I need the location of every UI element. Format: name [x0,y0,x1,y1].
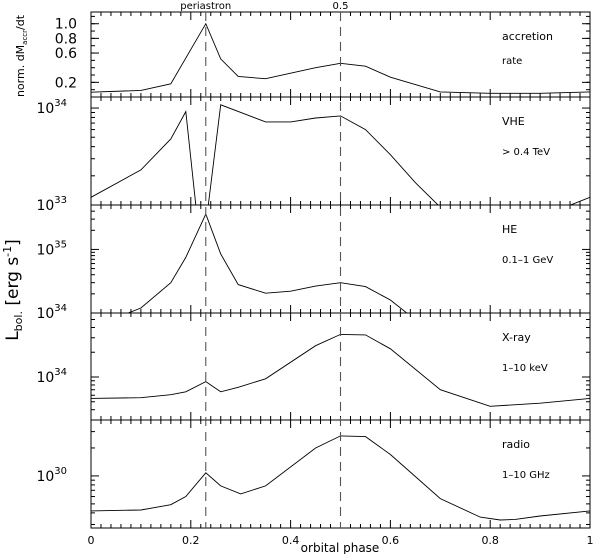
series-line-he [127,212,408,313]
y-tick-label: 1030 [36,466,67,485]
y-tick-label: 1033 [36,195,67,214]
x-tick-label: 1 [587,534,593,547]
panel-accretion: 0.2 0.60.81.0 accretion rate [55,11,591,98]
x-tick-label: 0 [88,534,95,547]
panels-layer: 0.2 0.60.81.0 accretion rate 1033 1034 VHE > 0.… [14,11,591,529]
panel-label: radio [502,438,530,451]
x-axis-layer: 0 0.2 0.4 0.6 0.8 1 [88,534,593,547]
panel-label: VHE [502,115,525,128]
panel-frame [90,11,591,98]
x-axis-label: orbital phase [301,541,380,554]
y-tick-label: 0.8 [55,31,77,47]
accretion-y-axis-label: norm. dMaccr/dt [14,14,29,97]
series-line-vhe [91,104,590,205]
panel-vhe: 1033 1034 VHE > 0.4 TeV [36,96,591,214]
y-tick-label: 0.6 [55,46,77,62]
panel-radio: 1030 radio 1–10 GHz [36,419,591,529]
phase-marker-label: periastron [180,1,231,12]
y-tick-label: 1034 [36,98,67,117]
x-tick-label: 0.6 [382,534,400,547]
y-tick-label: 1035 [36,239,67,258]
panel-label: accretion [502,30,553,43]
panel-label: X-ray [502,331,531,344]
x-tick-label: 0.2 [182,534,200,547]
panel-label: 0.1–1 GeV [502,255,553,266]
panel-label: HE [502,223,517,236]
series-line-radio [91,435,590,521]
shared-y-axis-label: Lbol. [erg s-1] [1,239,25,341]
series-line-xray [91,333,590,407]
panel-xray: 1034 X-ray 1–10 keV [36,312,591,421]
series-line-accretion [91,22,590,94]
panel-label: rate [502,56,522,67]
panel-label: 1–10 keV [502,363,548,374]
panel-label: > 0.4 TeV [502,147,550,158]
y-tick-label: 1.0 [55,17,77,33]
panel-label: 1–10 GHz [502,470,550,481]
x-tick-label: 0.8 [481,534,499,547]
y-tick-label: 1034 [36,367,67,386]
phase-marker-label: 0.5 [333,1,349,12]
y-tick-label: 1034 [36,303,67,322]
phase-markers-layer: periastron 0.5 [180,1,348,528]
y-tick-label: 0.2 [55,75,77,91]
x-tick-label: 0.4 [282,534,300,547]
panel-he: 1034 1035 HE 0.1–1 GeV [36,204,591,322]
